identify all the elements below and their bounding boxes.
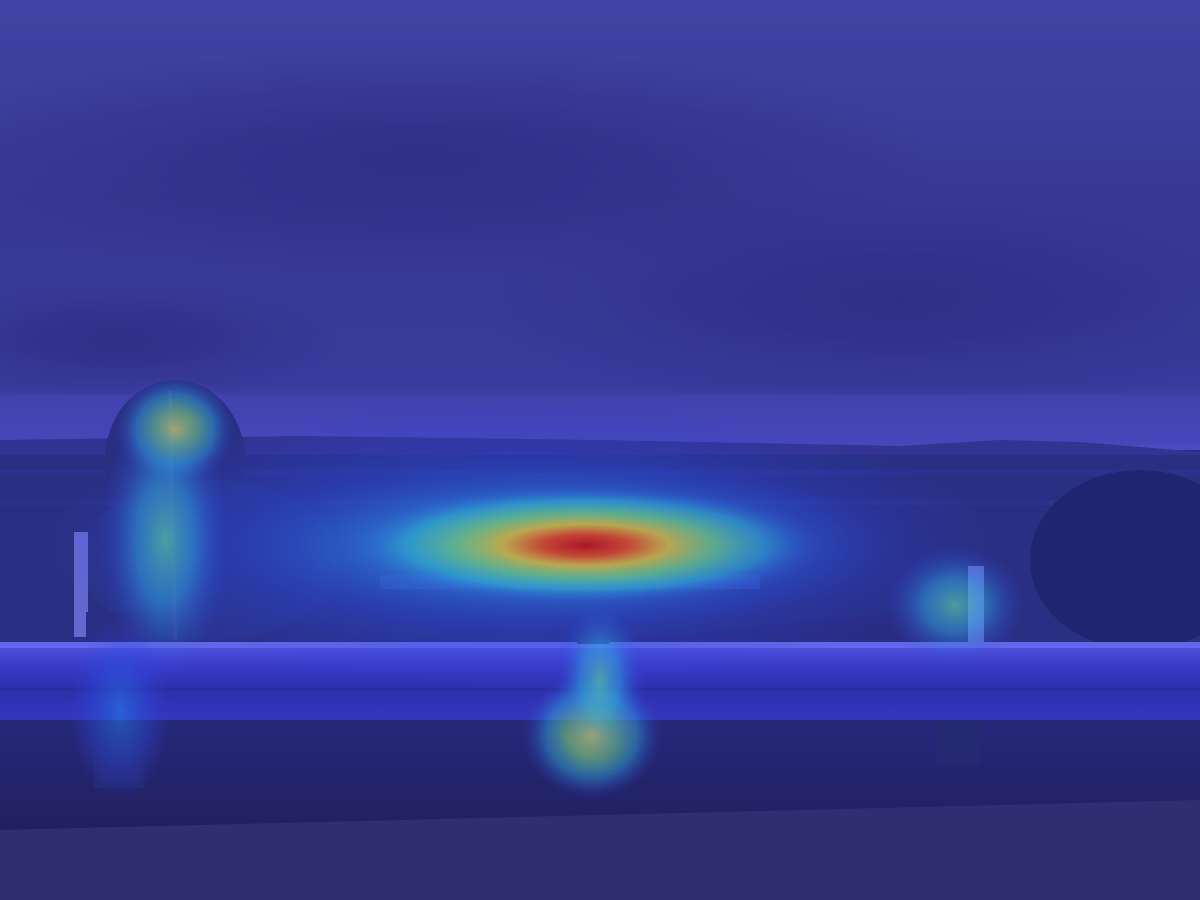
scene bbox=[0, 0, 1200, 900]
colormap-tint bbox=[0, 0, 1200, 900]
photo-canvas bbox=[0, 0, 1200, 900]
